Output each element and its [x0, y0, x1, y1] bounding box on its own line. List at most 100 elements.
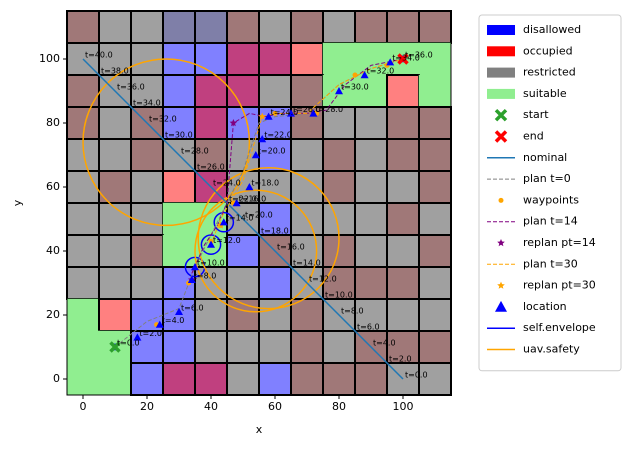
- zone-cell: [354, 362, 388, 396]
- zone-cell: [418, 74, 452, 108]
- location: [287, 109, 295, 117]
- x-tick-label: 100: [393, 400, 414, 413]
- zone-cell: [418, 138, 452, 172]
- x-tick-label: 40: [204, 400, 218, 413]
- safety-circle: [197, 167, 340, 310]
- time-label: t=2.0: [389, 355, 412, 364]
- zone-cell: [162, 234, 196, 268]
- legend-swatch: [494, 108, 508, 122]
- time-label: t=6.0: [357, 323, 380, 332]
- location: [219, 218, 228, 226]
- zone-cell: [226, 266, 260, 300]
- zone-cell: [66, 170, 100, 204]
- zone-cell: [386, 10, 420, 44]
- location: [386, 58, 395, 66]
- zone-cell: [354, 106, 388, 140]
- time-label: t=20.0: [258, 147, 286, 156]
- legend-label: occupied: [523, 44, 573, 57]
- legend-label: plan t=30: [523, 257, 578, 270]
- time-label: t=6.0: [181, 303, 204, 312]
- zone-cell: [130, 362, 164, 396]
- location: [251, 151, 260, 159]
- time-label: t=18.0: [251, 179, 279, 188]
- safety-circle: [213, 211, 235, 233]
- zone-cell: [418, 234, 452, 268]
- zone-cell: [66, 74, 100, 108]
- time-label: t=20.0: [245, 211, 273, 220]
- zone-cell: [66, 234, 100, 268]
- waypoint: [352, 72, 358, 78]
- y-axis-label: y: [11, 199, 24, 206]
- legend-label: self.envelope: [523, 321, 596, 334]
- zone-cell: [98, 234, 132, 268]
- time-label: t=30.0: [341, 83, 369, 92]
- zone-cell: [418, 202, 452, 236]
- legend-label: restricted: [523, 66, 576, 79]
- x-tick-label: 60: [268, 400, 282, 413]
- legend-label: waypoints: [523, 193, 579, 206]
- zone-cell: [226, 330, 260, 364]
- location: [155, 320, 164, 328]
- time-label: t=34.0: [392, 54, 420, 63]
- y-tick-label: 40: [46, 244, 60, 257]
- zone-cell: [194, 362, 228, 396]
- time-label: t=10.0: [197, 259, 225, 268]
- zone-cell: [386, 170, 420, 204]
- time-label: t=12.0: [309, 275, 337, 284]
- zone-cell: [258, 362, 292, 396]
- zone-cell: [290, 298, 324, 332]
- zone-cell: [98, 266, 132, 300]
- zone-cell: [66, 330, 100, 364]
- x-tick-label: 80: [332, 400, 346, 413]
- legend-label: plan t=14: [523, 215, 578, 228]
- time-label: t=4.0: [162, 316, 185, 325]
- legend-label: start: [523, 108, 549, 121]
- plot-area: [66, 10, 452, 396]
- safety-circle: [194, 189, 318, 313]
- zone-cell: [386, 234, 420, 268]
- time-label: t=0.0: [405, 371, 428, 380]
- y-tick-label: 80: [46, 116, 60, 129]
- location: [187, 275, 196, 283]
- zone-cell: [290, 330, 324, 364]
- legend-swatch: [497, 281, 505, 289]
- legend-frame: [478, 14, 622, 372]
- time-label: t=36.0: [405, 51, 433, 60]
- time-label: t=22.0: [229, 195, 257, 204]
- zone-cell: [98, 138, 132, 172]
- zone-cell: [418, 298, 452, 332]
- time-label: t=16.0: [239, 195, 267, 204]
- waypoint: [272, 110, 278, 116]
- zone-cell: [354, 202, 388, 236]
- zone-cell: [226, 42, 260, 76]
- zone-cell: [162, 330, 196, 364]
- series-line: [82, 58, 404, 380]
- time-label: t=34.0: [133, 99, 161, 108]
- time-label: t=28.0: [315, 105, 343, 114]
- zone-cell: [66, 266, 100, 300]
- time-label: t=36.0: [117, 83, 145, 92]
- time-label: t=28.0: [181, 147, 209, 156]
- time-label: t=32.0: [149, 115, 177, 124]
- zone-cell: [66, 298, 100, 332]
- time-label: t=0.0: [117, 339, 140, 348]
- time-label: t=26.0: [293, 105, 321, 114]
- zone-cell: [162, 10, 196, 44]
- zone-cell: [226, 362, 260, 396]
- zone-cell: [226, 10, 260, 44]
- time-label: t=18.0: [261, 227, 289, 236]
- zone-cell: [290, 10, 324, 44]
- zone-cell: [386, 106, 420, 140]
- location: [264, 112, 273, 120]
- time-label: t=24.0: [271, 108, 299, 117]
- endpoint-marker: [397, 53, 409, 65]
- zone-cell: [290, 42, 324, 76]
- zone-cell: [66, 362, 100, 396]
- time-label: t=10.0: [325, 291, 353, 300]
- location: [309, 109, 318, 117]
- zone-cell: [162, 362, 196, 396]
- zone-cell: [322, 170, 356, 204]
- zone-cell: [418, 106, 452, 140]
- location: [175, 307, 183, 315]
